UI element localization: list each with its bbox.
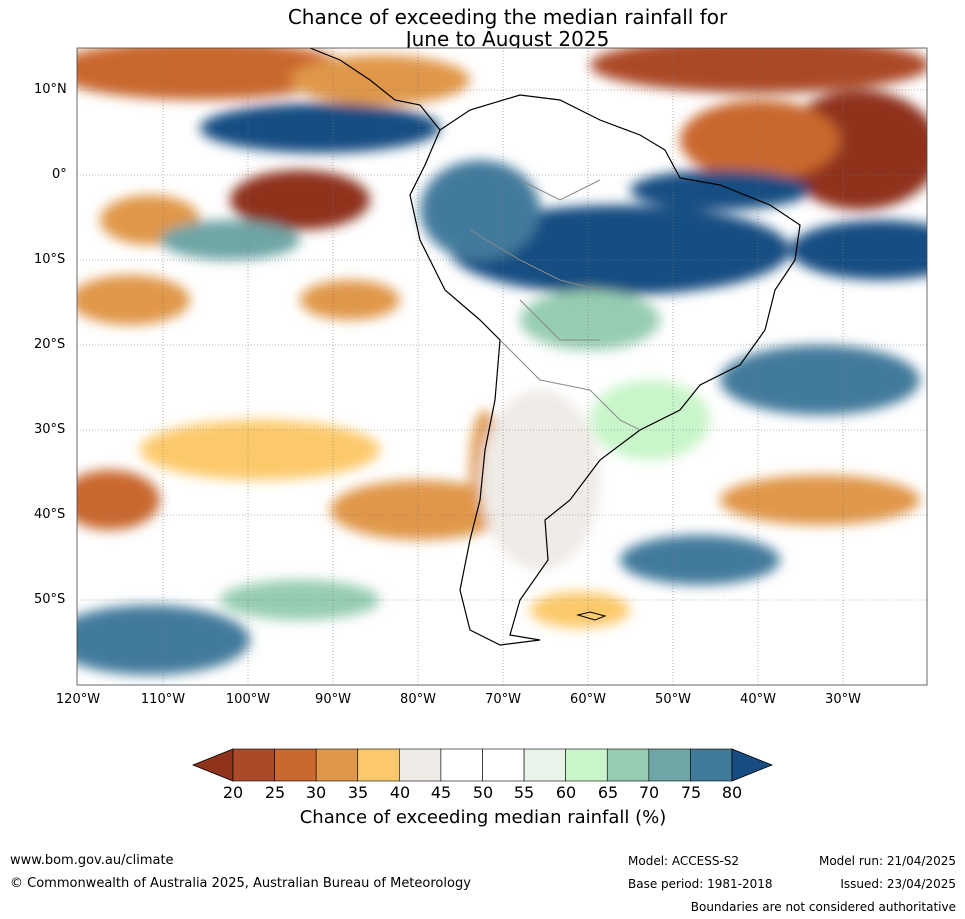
footer-base-period: Base period: 1981-2018 bbox=[628, 877, 773, 891]
wet-region bbox=[160, 220, 300, 260]
colorbar-tick-label: 40 bbox=[389, 783, 411, 802]
dry-region bbox=[330, 480, 510, 540]
coastline-central-america bbox=[309, 48, 441, 131]
footer-copyright: © Commonwealth of Australia 2025, Austra… bbox=[10, 876, 471, 891]
colorbar-segment bbox=[399, 748, 442, 782]
dry-region bbox=[77, 48, 350, 100]
lat-label: 30°S bbox=[34, 422, 66, 437]
colorbar-label: Chance of exceeding median rainfall (%) bbox=[299, 807, 667, 828]
lon-label: 30°W bbox=[825, 692, 861, 707]
wet-region bbox=[520, 290, 660, 350]
lon-label: 40°W bbox=[740, 692, 776, 707]
colorbar-tick-label: 35 bbox=[347, 783, 369, 802]
wet-region bbox=[200, 103, 440, 153]
dry-region bbox=[290, 55, 470, 105]
dry-region bbox=[720, 475, 920, 525]
colorbar-tick-label: 80 bbox=[721, 783, 743, 802]
colorbar-segment bbox=[274, 748, 317, 782]
colorbar-segment bbox=[315, 748, 359, 782]
colorbar-tick-label: 75 bbox=[680, 783, 702, 802]
coastline-south-america bbox=[409, 94, 801, 646]
lon-label: 80°W bbox=[400, 692, 436, 707]
lat-label: 20°S bbox=[34, 337, 66, 352]
colorbar-segment bbox=[482, 748, 525, 782]
footer-model: Model: ACCESS-S2 bbox=[628, 854, 740, 868]
footer-issued: Issued: 23/04/2025 bbox=[840, 877, 956, 891]
rainfall-map bbox=[76, 47, 928, 686]
graticule bbox=[77, 48, 927, 685]
wet-region bbox=[790, 220, 927, 280]
chart-title-line2: June to August 2025 bbox=[405, 27, 610, 51]
colorbar-segment bbox=[690, 748, 733, 782]
lon-label: 60°W bbox=[570, 692, 606, 707]
falkland-islands bbox=[576, 611, 607, 621]
dry-region bbox=[77, 470, 160, 530]
lon-label: 110°W bbox=[140, 692, 186, 707]
colorbar-segment bbox=[648, 748, 691, 782]
map-frame bbox=[76, 47, 928, 686]
dry-region bbox=[300, 280, 400, 320]
colorbar-tick-label: 50 bbox=[472, 783, 494, 802]
dry-region bbox=[590, 48, 927, 93]
dry-region bbox=[680, 100, 840, 180]
chart-title-line1: Chance of exceeding the median rainfall … bbox=[287, 5, 728, 29]
footer-disclaimer: Boundaries are not considered authoritat… bbox=[690, 900, 956, 914]
colorbar-tick-label: 70 bbox=[638, 783, 660, 802]
lon-label: 120°W bbox=[55, 692, 101, 707]
dry-region bbox=[77, 275, 190, 325]
lon-label: 90°W bbox=[315, 692, 351, 707]
wet-region bbox=[720, 345, 920, 415]
colorbar-arrow-high bbox=[731, 748, 774, 782]
colorbar-segment bbox=[440, 748, 483, 782]
country-borders bbox=[469, 179, 641, 431]
wet-region bbox=[77, 605, 250, 675]
lat-label: 0° bbox=[52, 167, 67, 182]
dry-region bbox=[140, 420, 380, 480]
colorbar-tick-label: 60 bbox=[555, 783, 577, 802]
footer-url[interactable]: www.bom.gov.au/climate bbox=[10, 853, 174, 868]
lat-label: 50°S bbox=[34, 592, 66, 607]
neutral-region bbox=[480, 390, 600, 570]
colorbar-tick-label: 55 bbox=[513, 783, 535, 802]
lat-label: 10°S bbox=[34, 252, 66, 267]
colorbar-tick-label: 25 bbox=[264, 783, 286, 802]
lon-label: 70°W bbox=[485, 692, 521, 707]
wet-region bbox=[630, 170, 810, 210]
colorbar-arrow-low bbox=[191, 748, 234, 782]
lon-label: 100°W bbox=[225, 692, 271, 707]
wet-region bbox=[620, 535, 780, 585]
colorbar-tick-label: 45 bbox=[430, 783, 452, 802]
dry-region bbox=[530, 592, 630, 628]
lat-label: 40°S bbox=[34, 507, 66, 522]
lat-label: 10°N bbox=[34, 82, 67, 97]
colorbar-tick-label: 30 bbox=[305, 783, 327, 802]
dry-region bbox=[230, 170, 370, 230]
colorbar-segment bbox=[565, 748, 608, 782]
colorbar-tick-label: 65 bbox=[597, 783, 619, 802]
colorbar-segment bbox=[232, 748, 275, 782]
colorbar-segment bbox=[606, 748, 650, 782]
wet-region bbox=[420, 160, 540, 260]
colorbar-segment bbox=[357, 748, 400, 782]
colorbar-segment bbox=[523, 748, 566, 782]
colorbar-tick-label: 20 bbox=[222, 783, 244, 802]
wet-region bbox=[590, 380, 710, 460]
lon-label: 50°W bbox=[655, 692, 691, 707]
footer-model-run: Model run: 21/04/2025 bbox=[818, 854, 956, 868]
